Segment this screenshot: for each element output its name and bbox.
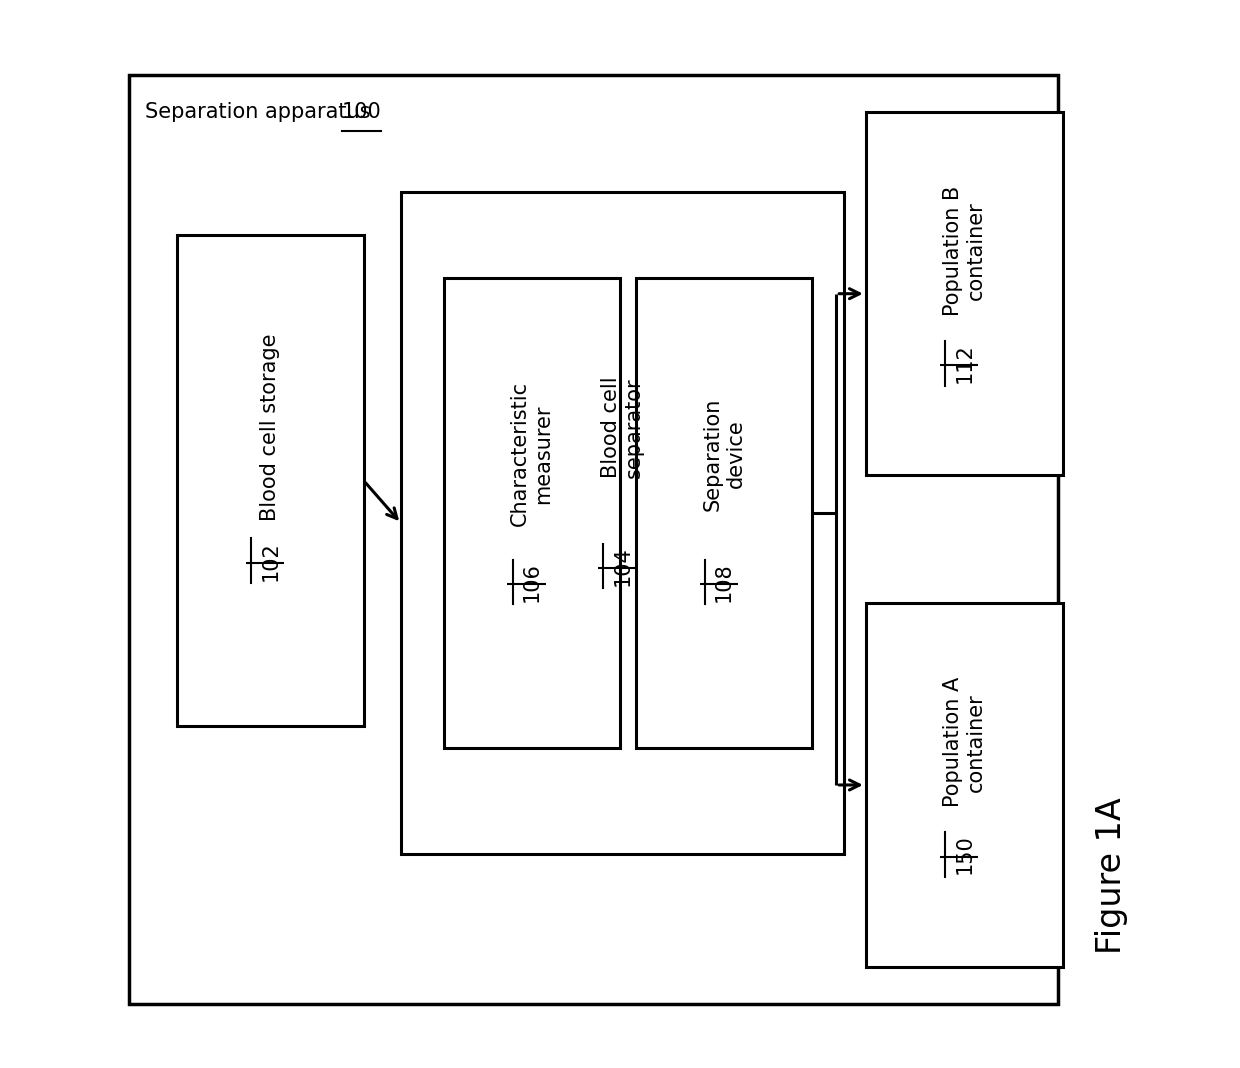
Text: 108: 108 (714, 562, 734, 602)
Text: Population B
container: Population B container (942, 186, 986, 316)
Bar (866, 603, 1063, 967)
Bar (177, 235, 363, 726)
Text: Blood cell
separator: Blood cell separator (601, 376, 645, 478)
Text: 102: 102 (260, 540, 280, 581)
Text: 112: 112 (955, 343, 975, 383)
Text: Separation apparatus: Separation apparatus (145, 103, 377, 122)
Bar (444, 278, 620, 748)
Text: Blood cell storage: Blood cell storage (260, 333, 280, 521)
Bar (401, 192, 844, 854)
Text: Separation
device: Separation device (703, 397, 745, 511)
Text: Figure 1A: Figure 1A (1095, 798, 1128, 954)
Bar (636, 278, 812, 748)
Text: 150: 150 (955, 834, 975, 875)
Text: 104: 104 (613, 546, 632, 586)
Bar (866, 112, 1063, 475)
Text: Characteristic
measurer: Characteristic measurer (511, 381, 553, 527)
Text: Population A
container: Population A container (942, 677, 986, 807)
Text: 106: 106 (522, 562, 542, 602)
Text: 100: 100 (342, 103, 382, 122)
Bar (129, 75, 1058, 1004)
